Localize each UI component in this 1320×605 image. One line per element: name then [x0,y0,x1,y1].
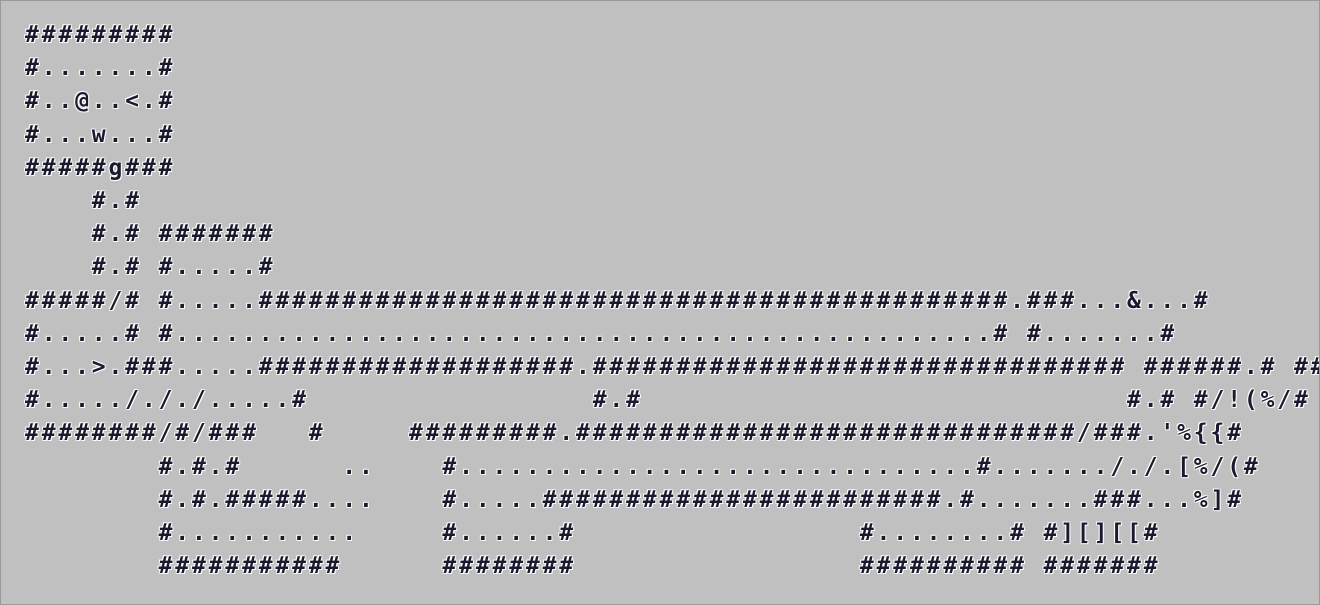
dungeon-map-ascii[interactable]: ######### #.......# #..@..<.# #...w...# … [25,22,1319,580]
